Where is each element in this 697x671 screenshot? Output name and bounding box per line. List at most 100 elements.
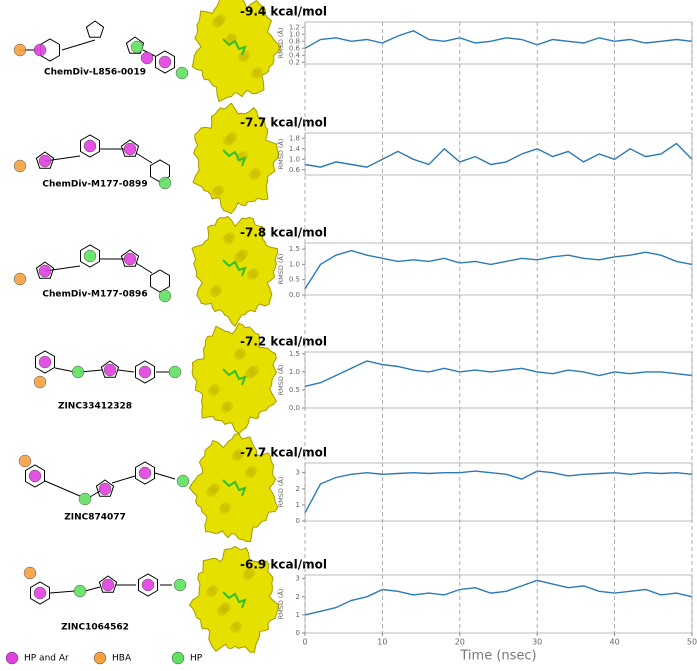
legend-swatch [171, 651, 185, 665]
ligand [222, 38, 247, 56]
rmsd-line [304, 142, 693, 168]
x-tick-label: 0 [302, 638, 307, 647]
legend-swatch [5, 651, 19, 665]
y-tick-label: 2 [296, 593, 300, 601]
y-tick-label: 3 [296, 575, 300, 583]
bond [135, 262, 153, 274]
binding-energy: -7.2 kcal/mol [240, 335, 327, 349]
protein-surface [192, 102, 280, 215]
y-tick-label: 1 [296, 611, 300, 619]
surface-shade [245, 468, 255, 478]
pharmacophore-sphere [168, 365, 182, 379]
ring [138, 573, 158, 597]
y-tick-label: 1.5 [289, 245, 300, 253]
y-tick-label: 1.2 [289, 23, 300, 31]
bond [54, 367, 76, 373]
y-tick-label: 1 [296, 501, 300, 509]
compound-name: ZINC1064562 [61, 623, 129, 633]
rmsd-line [304, 470, 693, 514]
ring [30, 581, 50, 605]
ring [35, 261, 55, 279]
ring [135, 461, 155, 485]
surface-shade [219, 504, 229, 514]
y-tick-label: 0.5 [289, 276, 300, 284]
surface-shade [212, 187, 222, 197]
surface-shade [247, 270, 257, 280]
surface-shade [212, 18, 222, 28]
pharmacophore-sphere [176, 474, 190, 488]
ligand [222, 479, 247, 497]
y-axis-label: RMSD (Å) [276, 139, 285, 170]
x-tick-label: 40 [610, 638, 620, 647]
compound-name: ZINC33412328 [58, 402, 132, 412]
y-tick-label: 0 [296, 629, 300, 637]
ligand [222, 259, 247, 277]
surface-shade [206, 487, 216, 497]
ligand [222, 149, 247, 167]
surface-shade [251, 69, 261, 79]
pharmacophore-sphere [141, 578, 155, 592]
pharmacophore-sphere [101, 578, 115, 592]
pharmacophore-sphere [38, 355, 52, 369]
pharmacophore-sphere [38, 264, 52, 278]
rmsd-line [304, 360, 693, 387]
y-axis-label: RMSD (Å) [276, 254, 285, 285]
ligand [222, 368, 247, 386]
ring [35, 350, 55, 374]
x-tick-label: 20 [455, 638, 465, 647]
ring [35, 151, 55, 169]
pharmacophore-sphere [33, 586, 47, 600]
bond [44, 480, 81, 497]
binding-energy: -7.7 kcal/mol [240, 446, 327, 460]
y-tick-label: 0.0 [289, 404, 300, 412]
ring [80, 244, 100, 268]
ligand [222, 591, 247, 609]
y-tick-label: 1.0 [289, 30, 300, 38]
pharmacophore-sphere [158, 289, 172, 303]
surface-shade [243, 570, 253, 580]
plot-frame [304, 132, 693, 176]
surface-shade [210, 287, 220, 297]
y-tick-label: 0.8 [289, 37, 300, 45]
ring [125, 36, 145, 54]
y-axis-label: RMSD (Å) [276, 589, 285, 620]
y-axis-label: RMSD (Å) [276, 365, 285, 396]
rmsd-line [304, 30, 693, 49]
y-tick-label: 2 [296, 485, 300, 493]
y-tick-label: 1.0 [289, 368, 300, 376]
ring [25, 464, 45, 488]
binding-energy: -7.8 kcal/mol [240, 226, 327, 240]
protein-surface [191, 215, 279, 328]
y-tick-label: 0.5 [289, 386, 300, 394]
ring [150, 269, 170, 293]
ring [120, 249, 140, 267]
pharmacophore-sphere [175, 66, 189, 80]
plot-frame [304, 462, 693, 522]
pharmacophore-sphere [78, 492, 92, 506]
pharmacophore-sphere [33, 375, 47, 389]
legend-label: HP [190, 654, 203, 664]
bond [84, 586, 101, 592]
pharmacophore-sphere [138, 466, 152, 480]
surface-shade [245, 369, 255, 379]
protein-surface [188, 545, 280, 653]
pharmacophore-sphere [13, 43, 27, 57]
plot-frame [304, 21, 693, 65]
ring [135, 360, 155, 384]
y-tick-label: 0.6 [289, 166, 301, 174]
compound-name: ZINC874077 [64, 513, 126, 523]
protein-surface [188, 433, 279, 543]
ring [155, 50, 175, 74]
y-axis-label: RMSD (Å) [276, 477, 285, 508]
legend-label: HP and Ar [24, 654, 69, 664]
bond [117, 369, 135, 373]
binding-energy: -6.9 kcal/mol [240, 558, 327, 572]
compound-name: ChemDiv-M177-0899 [42, 180, 147, 190]
ring [95, 479, 115, 497]
pharmacophore-sphere [83, 139, 97, 153]
pharmacophore-sphere [158, 176, 172, 190]
pharmacophore-sphere [138, 365, 152, 379]
y-tick-label: 0.4 [289, 51, 301, 59]
pharmacophore-sphere [130, 40, 144, 54]
